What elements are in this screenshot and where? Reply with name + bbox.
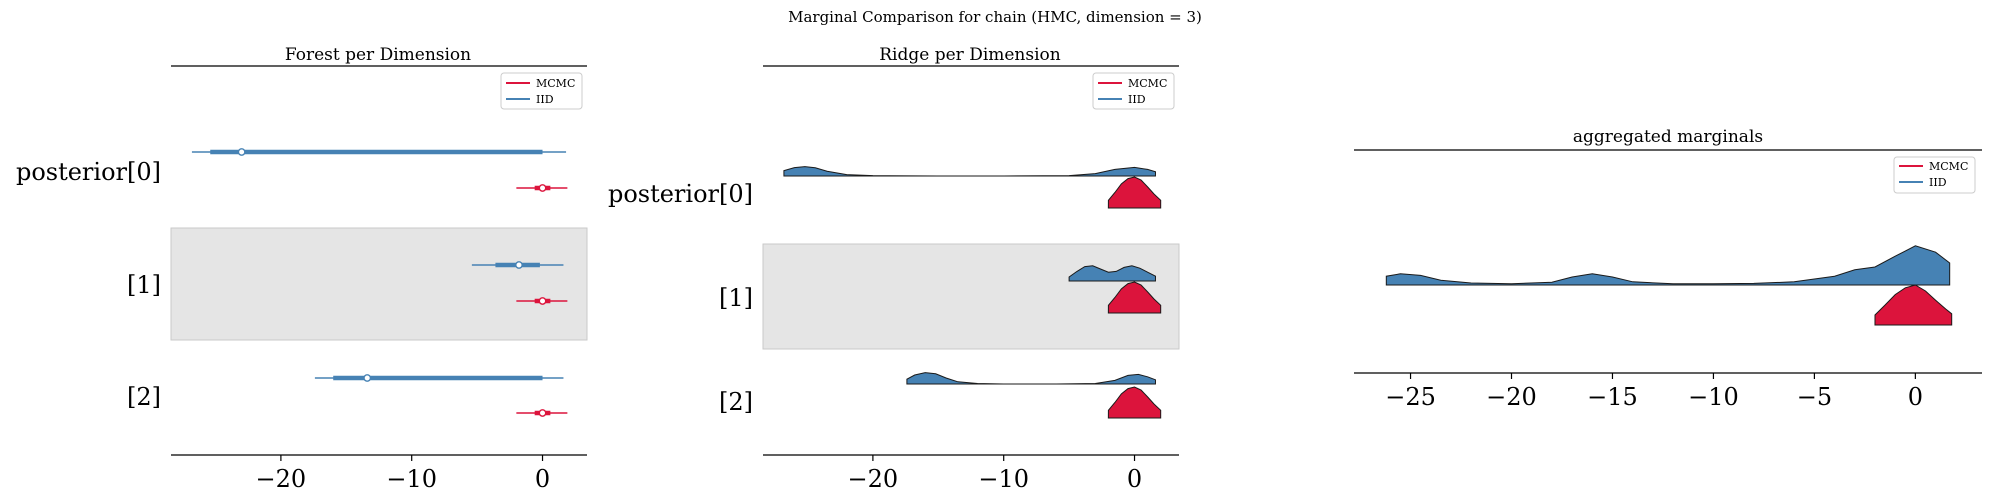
ridge-row-labels: posterior[0] [1] [2] (608, 180, 753, 416)
x-tick-label: −20 (256, 465, 307, 493)
legend-label-mcmc: MCMC (536, 77, 575, 90)
forest-point-iid (515, 261, 523, 269)
ridge-marks (762, 166, 1180, 419)
x-tick-label: 0 (535, 465, 550, 493)
ridge-density-mcmc (1107, 281, 1162, 314)
ridge-panel: Ridge per Dimension posterior[0] [1] [2]… (608, 45, 1180, 493)
aggregated-marks (1385, 245, 1953, 326)
aggregated-panel-title: aggregated marginals (1573, 127, 1763, 147)
x-tick-label: 0 (1127, 465, 1142, 493)
ridge-density-iid (783, 166, 1157, 177)
forest-row-label: [1] (127, 271, 161, 299)
aggregated-x-ticks: −25 −20 −15 −10 −5 0 (1385, 373, 1923, 411)
legend-label-iid: IID (1128, 93, 1146, 106)
ridge-x-ticks: −20 −10 0 (848, 455, 1142, 493)
figure-suptitle: Marginal Comparison for chain (HMC, dime… (788, 8, 1202, 26)
x-tick-label: −20 (848, 465, 899, 493)
ridge-density-iid (906, 372, 1157, 385)
aggregated-density-mcmc (1874, 284, 1953, 326)
forest-marks (170, 148, 588, 417)
ridge-legend: MCMC IID (1092, 72, 1175, 110)
forest-point-mcmc (538, 297, 547, 305)
forest-point-iid (363, 374, 372, 382)
aggregated-panel: aggregated marginals −25 −20 −15 −10 −5 0 MCM… (1354, 127, 1982, 411)
forest-row-labels: posterior[0] [1] [2] (16, 158, 161, 411)
legend-label-iid: IID (536, 93, 554, 106)
x-tick-label: −15 (1587, 383, 1638, 411)
forest-point-mcmc (538, 409, 547, 417)
x-tick-label: −5 (1797, 383, 1832, 411)
ridge-density-mcmc (1107, 386, 1162, 419)
ridge-row-label: [2] (719, 388, 753, 416)
shaded-row-band (762, 243, 1180, 350)
x-tick-label: 0 (1908, 383, 1923, 411)
aggregated-density-iid (1385, 245, 1951, 286)
forest-point-iid (237, 148, 246, 156)
x-tick-label: −10 (386, 465, 437, 493)
forest-panel: Forest per Dimension posterior[0] [1] [2… (16, 45, 588, 493)
forest-row-label: [2] (127, 383, 161, 411)
aggregated-legend: MCMC IID (1893, 156, 1976, 194)
forest-legend: MCMC IID (500, 72, 583, 110)
forest-row-label: posterior[0] (16, 158, 161, 186)
ridge-row-label: [1] (719, 284, 753, 312)
x-tick-label: −10 (1688, 383, 1739, 411)
ridge-density-mcmc (1107, 176, 1162, 209)
forest-point-mcmc (538, 184, 547, 192)
legend-label-mcmc: MCMC (1929, 160, 1968, 173)
x-tick-label: −20 (1486, 383, 1537, 411)
x-tick-label: −10 (978, 465, 1029, 493)
legend-label-iid: IID (1929, 176, 1947, 189)
shaded-row-band (170, 227, 588, 341)
x-tick-label: −25 (1385, 383, 1436, 411)
legend-label-mcmc: MCMC (1128, 77, 1167, 90)
ridge-row-label: posterior[0] (608, 180, 753, 208)
ridge-density-iid (1068, 265, 1157, 282)
forest-x-ticks: −20 −10 0 (256, 455, 550, 493)
forest-panel-title: Forest per Dimension (285, 45, 471, 65)
ridge-panel-title: Ridge per Dimension (879, 45, 1061, 65)
